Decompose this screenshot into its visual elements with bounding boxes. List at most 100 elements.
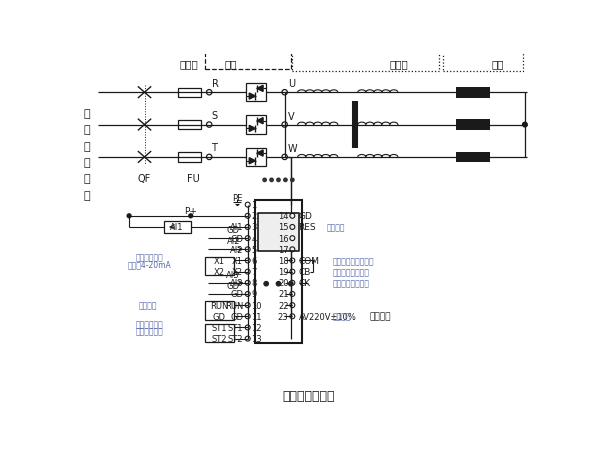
Text: S: S (211, 111, 218, 121)
Text: X2: X2 (232, 268, 243, 277)
Text: GD: GD (213, 312, 226, 321)
Text: 控制电源: 控制电源 (370, 311, 391, 320)
Circle shape (277, 179, 280, 182)
Bar (205, 257, 234, 276)
Bar (293, 0, 439, 71)
Text: P+: P+ (184, 207, 197, 215)
Text: CB: CB (299, 268, 311, 277)
Text: ST2: ST2 (211, 334, 227, 344)
Circle shape (289, 282, 293, 286)
Text: U: U (288, 79, 295, 89)
Text: 模拟信号选择: 模拟信号选择 (136, 253, 164, 262)
Circle shape (284, 179, 287, 182)
Text: 3: 3 (252, 223, 257, 232)
Text: 2: 2 (252, 212, 257, 221)
Text: 快熔: 快熔 (225, 59, 237, 69)
Text: GD: GD (227, 282, 240, 290)
Text: 17: 17 (278, 245, 288, 254)
Text: 软启动控制端: 软启动控制端 (136, 319, 164, 329)
Text: 故障复位: 故障复位 (327, 223, 346, 232)
Text: AI1: AI1 (229, 223, 243, 232)
Text: 11: 11 (252, 312, 262, 321)
Circle shape (189, 214, 193, 218)
Text: 20: 20 (278, 278, 288, 288)
Bar (456, 88, 490, 98)
Polygon shape (257, 86, 263, 92)
Bar (246, 84, 266, 102)
Bar (205, 302, 234, 320)
Polygon shape (249, 94, 255, 100)
Bar (178, 121, 200, 130)
Text: 23: 23 (278, 312, 288, 321)
Text: T: T (211, 143, 217, 153)
Text: 9: 9 (252, 290, 257, 299)
Text: 1: 1 (252, 201, 257, 210)
Text: GD: GD (230, 290, 243, 299)
Text: CK: CK (299, 278, 311, 288)
Text: 外部停止: 外部停止 (139, 301, 158, 310)
Text: 5: 5 (252, 245, 257, 254)
Text: 12: 12 (252, 323, 262, 332)
Bar (456, 152, 490, 163)
Circle shape (127, 214, 131, 218)
Text: 13: 13 (252, 334, 262, 344)
Text: AI3: AI3 (229, 278, 243, 288)
Text: X2: X2 (214, 268, 225, 277)
Circle shape (276, 282, 281, 286)
Text: 断路器: 断路器 (179, 59, 198, 69)
Text: FU: FU (187, 174, 199, 184)
Text: 负载: 负载 (492, 59, 504, 69)
Bar (178, 88, 200, 98)
Text: 15: 15 (278, 223, 288, 232)
Text: RES: RES (299, 223, 316, 232)
Bar (443, 0, 523, 71)
Text: V: V (288, 111, 294, 121)
Circle shape (263, 179, 266, 182)
Text: RUN: RUN (225, 301, 243, 310)
Text: 21: 21 (278, 290, 288, 299)
Text: 18: 18 (278, 257, 288, 265)
Text: AI2: AI2 (229, 245, 243, 254)
Bar (164, 221, 191, 233)
Text: W: W (288, 144, 297, 154)
Text: 14: 14 (278, 212, 288, 221)
Text: GD: GD (299, 212, 312, 221)
Text: R: R (211, 78, 219, 88)
Circle shape (270, 179, 273, 182)
Text: GD: GD (230, 312, 243, 321)
Text: PE: PE (232, 194, 242, 203)
Bar (456, 120, 490, 131)
Text: GD: GD (230, 234, 243, 243)
Polygon shape (249, 126, 255, 132)
Text: 闭合开路软点: 闭合开路软点 (136, 327, 164, 336)
Polygon shape (249, 158, 255, 164)
Circle shape (264, 282, 268, 286)
Text: 10: 10 (252, 301, 262, 310)
Polygon shape (257, 151, 263, 157)
Text: 故障指示（常闭）: 故障指示（常闭） (332, 268, 370, 277)
Circle shape (523, 123, 527, 127)
Text: AI1: AI1 (170, 223, 184, 232)
Text: 闭合为4-20mA: 闭合为4-20mA (128, 260, 172, 269)
Bar (246, 116, 266, 135)
Text: COM: COM (299, 257, 320, 265)
Bar (246, 148, 266, 167)
Bar (255, 201, 302, 344)
Bar (258, 213, 299, 251)
Text: 故障指示（公共点）: 故障指示（公共点） (332, 257, 374, 265)
Text: X1: X1 (214, 257, 225, 265)
Text: ST1: ST1 (228, 323, 243, 332)
Text: 16: 16 (278, 234, 288, 243)
Text: 故障指示（常开）: 故障指示（常开） (332, 278, 370, 288)
Text: 19: 19 (278, 268, 288, 277)
Circle shape (291, 179, 294, 182)
Text: GD: GD (227, 226, 240, 235)
Text: QF: QF (138, 174, 151, 184)
Text: 22: 22 (278, 301, 288, 310)
Text: ST1: ST1 (211, 323, 227, 332)
Text: 8: 8 (252, 278, 257, 288)
Text: 6: 6 (252, 257, 257, 265)
Text: 4: 4 (252, 234, 257, 243)
Text: AI3: AI3 (226, 270, 240, 279)
Bar (178, 153, 200, 162)
